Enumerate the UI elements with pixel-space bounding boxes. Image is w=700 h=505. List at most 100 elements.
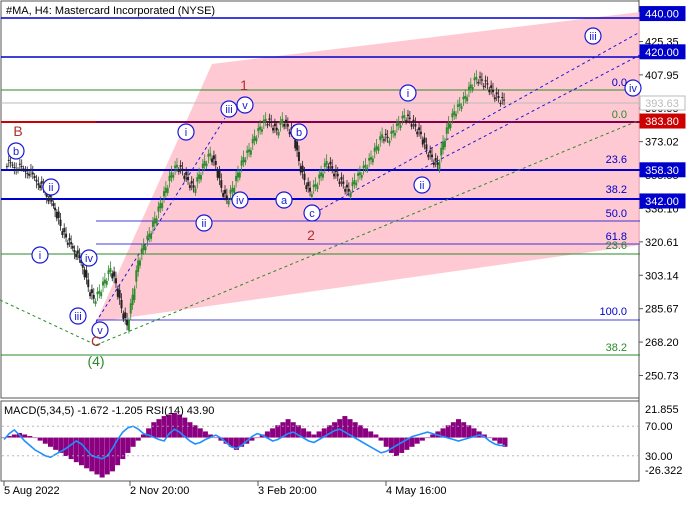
macd-bar [342,416,348,438]
candle [455,111,458,120]
candle [430,147,433,162]
candle [375,139,378,155]
candle [13,162,16,175]
macd-bar [94,437,100,475]
candle [111,270,114,282]
candle [222,190,225,200]
wave-label-layer: iiiiiiivviiiiiiivvabcbiiiiiiivBC(4)120.0… [7,27,642,369]
macd-bar [156,419,162,438]
macd-bar [383,437,389,447]
candle [238,169,241,181]
candle [360,172,363,181]
fibonacci-label: 50.0 [606,208,627,220]
candle [501,92,504,105]
candle [118,285,121,305]
candle [103,272,106,289]
candle [187,170,190,185]
candle [229,185,232,201]
wave-label: ii [42,178,60,196]
wave-label: iv [624,79,642,97]
macd-bar [321,428,327,438]
macd-bar [99,437,105,478]
candle [353,173,356,189]
rsi-line [3,425,506,460]
candle [85,265,88,285]
macd-bar [202,431,208,438]
candle [443,137,446,150]
candle [288,128,291,138]
svg-text:i: i [185,127,187,139]
candle [445,122,448,141]
candle [482,82,485,90]
macd-bar [471,428,477,438]
macd-bar [357,425,363,438]
macd-bar [440,428,446,438]
candle [309,181,312,197]
candle [333,170,336,180]
candle [423,132,426,150]
candle [52,200,55,209]
candle [419,124,422,140]
candle [345,179,348,195]
svg-text:iv: iv [629,83,637,95]
svg-text:440.00: 440.00 [645,9,679,21]
candle [18,158,21,172]
fibonacci-label: 38.2 [606,184,627,196]
macd-bar [285,419,291,438]
candle [366,164,369,173]
macd-bar [337,419,343,438]
higher-wave-label: (4) [87,353,104,369]
candle [425,137,428,155]
macd-bar [461,422,467,438]
macd-bar [316,431,322,438]
wave-label: b [7,142,25,160]
fibonacci-label: 23.6 [606,154,627,166]
date-tick-label: 4 May 16:00 [386,485,447,497]
price-tick-label: 407.95 [645,70,679,82]
macd-bar [409,437,415,447]
candle [157,201,160,219]
candle [310,191,313,200]
candle [63,223,66,239]
candle [199,172,202,183]
candle [168,171,171,188]
price-tick-label: 268.20 [645,337,679,349]
price-tag: 393.63 [639,95,686,111]
candle [55,209,58,222]
candle [305,182,308,192]
higher-wave-label: B [13,123,22,139]
candle [453,104,456,120]
macd-bar [89,437,95,472]
indicator-tick-label: -26.322 [645,465,682,477]
candle [35,174,38,189]
candle [503,92,506,106]
candle [113,266,116,284]
candle [20,159,23,172]
candle [31,165,34,180]
macd-bar [177,414,183,438]
candle [364,158,367,173]
candle [371,155,374,166]
price-tag: 358.30 [639,162,686,178]
wave-label: i [177,123,195,141]
candle [196,172,199,189]
candle [268,113,271,127]
candle [401,111,404,126]
macd-bar [233,437,239,450]
macd-bar [78,437,84,466]
candle [96,287,99,302]
candle [94,298,97,307]
macd-bar [388,437,394,453]
indicator-tick-label: 21.855 [645,404,679,416]
candle [131,288,134,310]
candle [286,117,289,132]
macd-bar [394,437,400,457]
candle [68,233,71,248]
candle [440,143,443,163]
candle [153,211,156,229]
macd-bar [192,425,198,438]
wave-channel-upper [319,31,641,211]
svg-text:b: b [296,127,302,139]
svg-text:b: b [13,146,19,158]
candle [231,181,234,197]
